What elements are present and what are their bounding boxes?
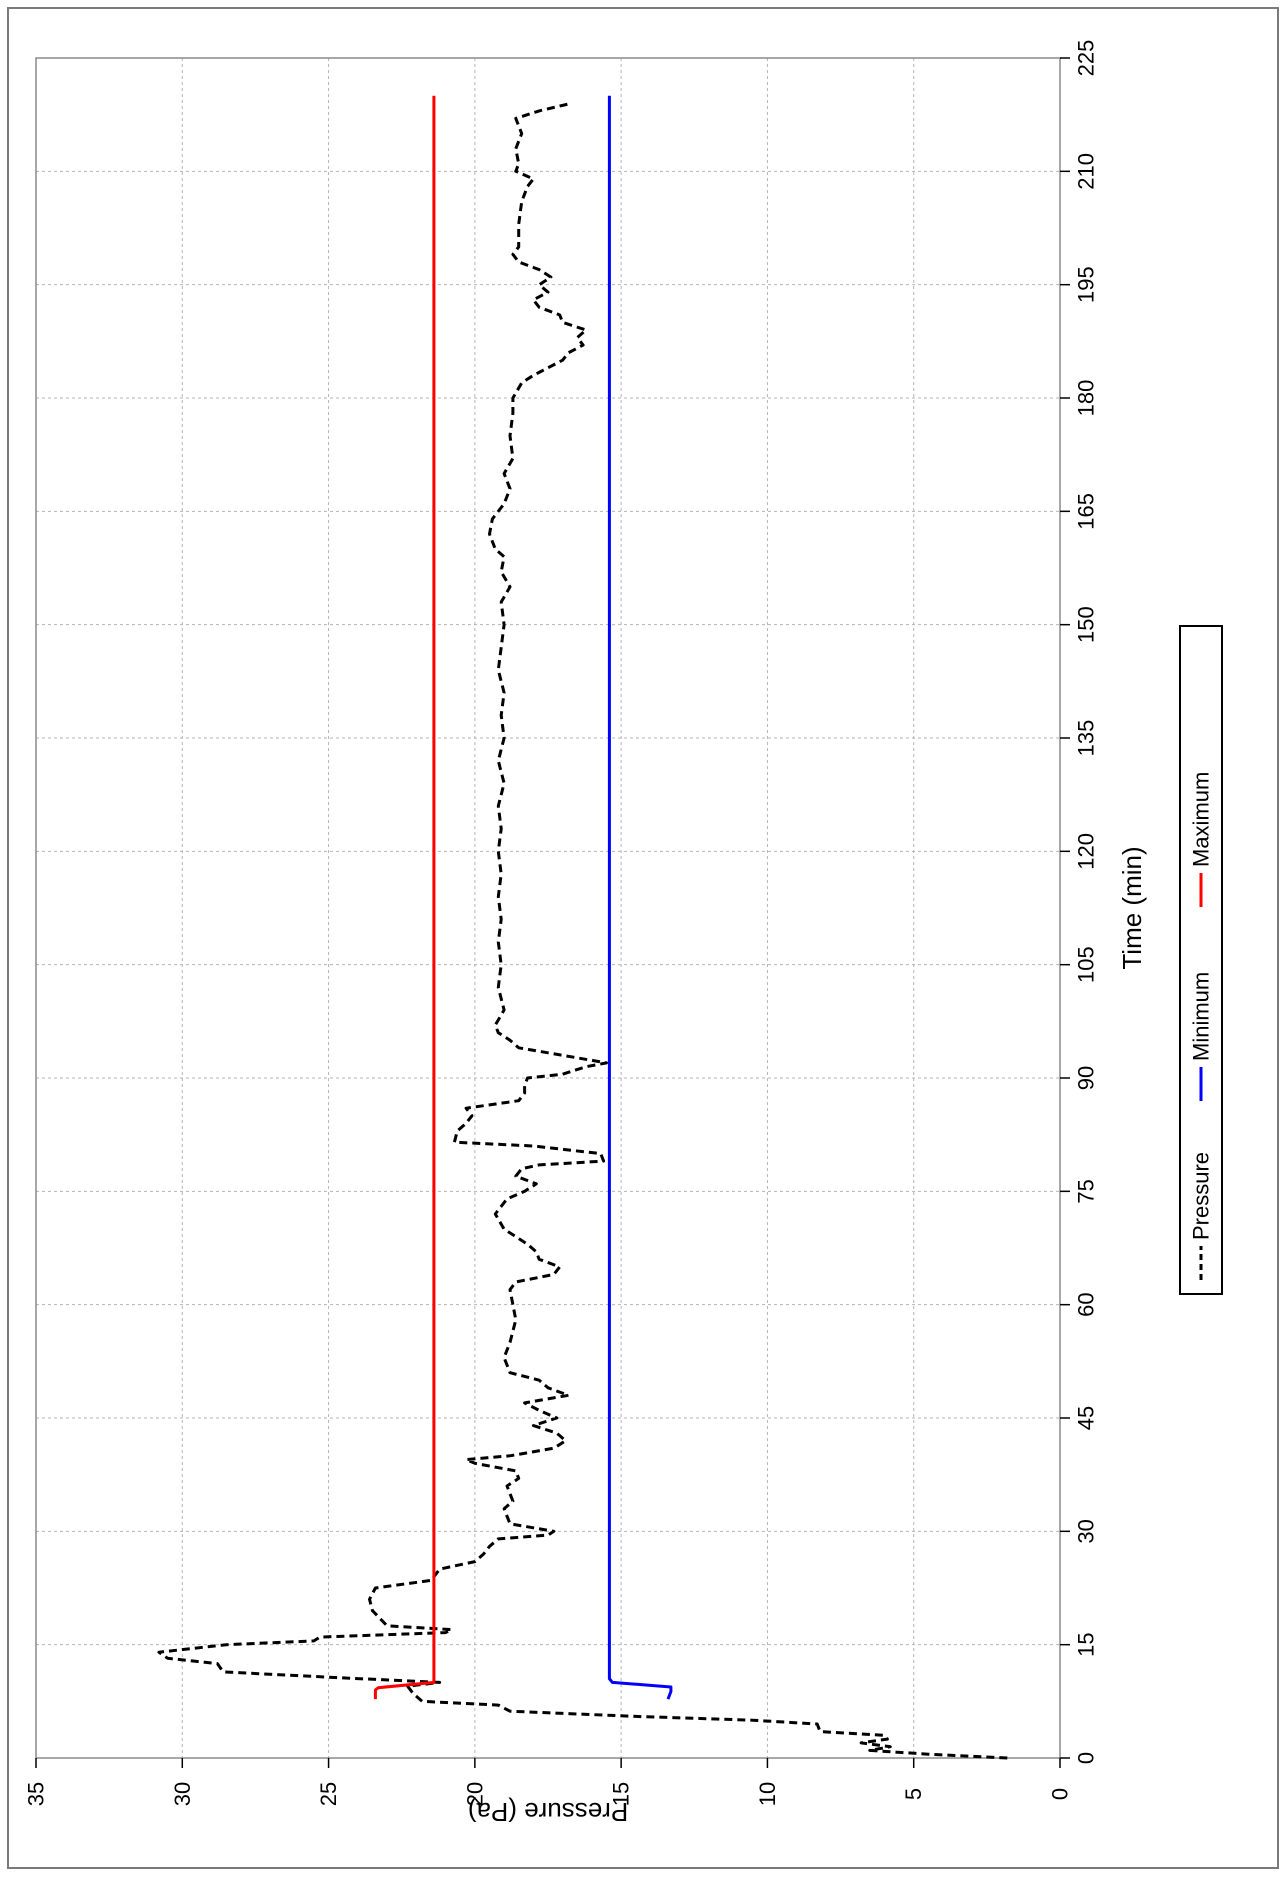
chart-frame bbox=[7, 7, 1279, 1869]
tick-labels: 0153045607590105120135150165180195210225… bbox=[24, 40, 1099, 1807]
y-tick-label: 15 bbox=[609, 1782, 634, 1806]
x-tick-label: 90 bbox=[1074, 1066, 1099, 1090]
series-line-pressure bbox=[157, 101, 1008, 1760]
series-line-maximum bbox=[373, 95, 436, 1700]
x-tick-label: 105 bbox=[1074, 946, 1099, 983]
x-tick-label: 75 bbox=[1074, 1179, 1099, 1203]
x-tick-label: 60 bbox=[1074, 1292, 1099, 1316]
y-tick-label: 25 bbox=[316, 1782, 341, 1806]
legend-label-maximum: Maximum bbox=[1189, 772, 1214, 867]
series-group bbox=[157, 95, 1008, 1760]
y-tick-label: 0 bbox=[1048, 1788, 1073, 1800]
x-tick-label: 45 bbox=[1074, 1406, 1099, 1430]
x-tick-label: 165 bbox=[1074, 493, 1099, 530]
x-tick-label: 135 bbox=[1074, 720, 1099, 757]
x-axis-title: Time (min) bbox=[1117, 846, 1147, 969]
y-tick-label: 5 bbox=[901, 1788, 926, 1800]
x-tick-label: 0 bbox=[1074, 1752, 1099, 1764]
x-tick-label: 180 bbox=[1074, 380, 1099, 417]
y-tick-label: 35 bbox=[24, 1782, 49, 1806]
y-tick-label: 30 bbox=[170, 1782, 195, 1806]
x-tick-label: 150 bbox=[1074, 606, 1099, 643]
x-tick-label: 195 bbox=[1074, 266, 1099, 303]
x-tick-label: 210 bbox=[1074, 153, 1099, 190]
x-tick-label: 15 bbox=[1074, 1632, 1099, 1656]
y-tick-label: 20 bbox=[462, 1782, 487, 1806]
legend-label-pressure: Pressure bbox=[1189, 1152, 1214, 1240]
series-line-minimum bbox=[607, 95, 673, 1700]
plot-area bbox=[35, 57, 1061, 1759]
legend: Pressure Minimum Maximum bbox=[1179, 625, 1223, 1295]
y-tick-label: 10 bbox=[755, 1782, 780, 1806]
legend-box bbox=[1179, 625, 1223, 1295]
x-tick-label: 30 bbox=[1074, 1519, 1099, 1543]
legend-label-minimum: Minimum bbox=[1189, 972, 1214, 1061]
x-tick-label: 225 bbox=[1074, 40, 1099, 77]
y-axis-title: Pressure (Pa) bbox=[468, 1797, 628, 1827]
grid bbox=[35, 57, 1061, 1759]
x-tick-label: 120 bbox=[1074, 833, 1099, 870]
